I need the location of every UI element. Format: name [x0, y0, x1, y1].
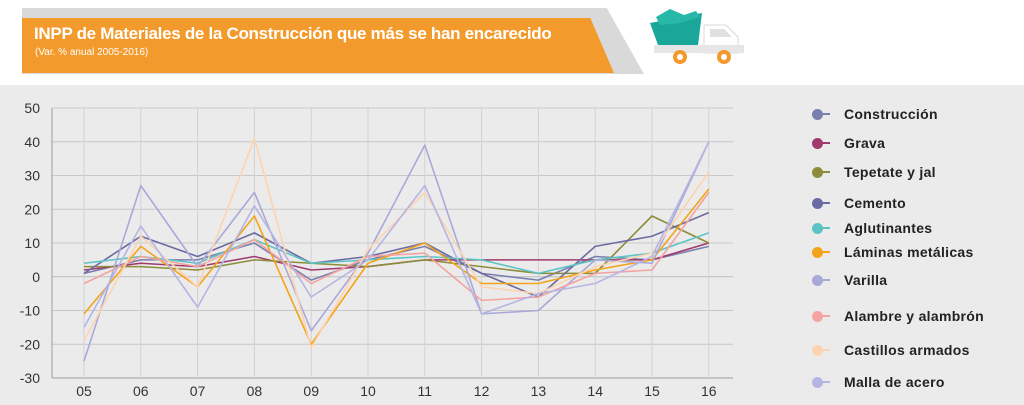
legend-label: Malla de acero [844, 374, 945, 390]
title-banner [22, 18, 614, 73]
x-tick-label: 06 [133, 383, 149, 399]
x-tick-label: 12 [474, 383, 490, 399]
legend-marker [812, 274, 823, 286]
x-tick-label: 10 [360, 383, 376, 399]
legend-marker-line [822, 227, 830, 229]
legend-item: Grava [812, 135, 885, 151]
legend-label: Alambre y alambrón [844, 308, 984, 324]
legend-marker [812, 197, 823, 209]
legend-marker [812, 376, 823, 388]
x-tick-label: 05 [76, 383, 92, 399]
legend-item: Malla de acero [812, 374, 945, 390]
y-tick-label: -10 [20, 303, 40, 319]
chart-title: INPP de Materiales de la Construcción qu… [34, 24, 552, 43]
series-line-5 [83, 188, 710, 346]
legend-item: Castillos armados [812, 342, 970, 358]
legend-marker [812, 137, 823, 149]
x-tick-label: 13 [531, 383, 547, 399]
legend-marker-line [822, 113, 830, 115]
y-tick-label: -20 [20, 336, 40, 352]
series-line-8 [83, 137, 710, 349]
series-line-4 [83, 232, 710, 275]
legend-label: Construcción [844, 106, 938, 122]
legend-item: Láminas metálicas [812, 244, 974, 260]
legend-marker-line [822, 349, 830, 351]
legend-marker [812, 246, 823, 258]
legend-item: Cemento [812, 195, 906, 211]
series-line-7 [83, 191, 710, 302]
legend-marker-line [822, 171, 830, 173]
legend-label: Cemento [844, 195, 906, 211]
legend-marker-line [822, 251, 830, 253]
legend-label: Grava [844, 135, 886, 151]
legend-item: Varilla [812, 272, 887, 288]
legend-item: Alambre y alambrón [812, 308, 984, 324]
y-tick-label: 0 [32, 269, 40, 285]
axis-labels: 50 40 30 20 10 0 -10 -20 -30 05 06 07 08 09 10 11 12 13 14… [20, 100, 717, 399]
y-tick-label: 10 [24, 235, 40, 251]
x-tick-label: 14 [587, 383, 603, 399]
y-tick-label: 40 [24, 134, 40, 150]
legend-marker-line [822, 202, 830, 204]
x-tick-label: 07 [190, 383, 206, 399]
y-tick-label: -30 [20, 370, 40, 386]
y-tick-label: 20 [24, 201, 40, 217]
legend-marker [812, 310, 823, 322]
legend-marker [812, 166, 823, 178]
legend-item: Tepetate y jal [812, 164, 936, 180]
legend-item: Aglutinantes [812, 220, 932, 236]
legend-marker [812, 108, 823, 120]
legend-marker [812, 344, 823, 356]
legend-label: Varilla [844, 272, 888, 288]
legend-marker-line [822, 315, 830, 317]
x-tick-label: 09 [303, 383, 319, 399]
y-tick-label: 50 [24, 100, 40, 116]
legend-item: Construcción [812, 106, 938, 122]
series-line-6 [83, 141, 710, 362]
y-tick-label: 30 [24, 168, 40, 184]
legend-label: Tepetate y jal [844, 164, 936, 180]
x-tick-label: 15 [644, 383, 660, 399]
series-line-9 [83, 141, 710, 328]
legend-marker [812, 222, 823, 234]
x-tick-label: 08 [247, 383, 263, 399]
grid-lines [51, 107, 733, 379]
legend-marker-line [822, 279, 830, 281]
x-tick-label: 11 [418, 383, 433, 399]
legend-label: Aglutinantes [844, 220, 933, 236]
line-chart: 50 40 30 20 10 0 -10 -20 -30 05 06 07 08 09 10 11 12 13 14… [20, 100, 733, 399]
chart-subtitle: (Var. % anual 2005-2016) [35, 47, 149, 58]
legend-marker-line [822, 381, 830, 383]
dump-truck-icon [650, 9, 744, 64]
x-tick-label: 16 [701, 383, 717, 399]
series-lines [83, 137, 710, 362]
legend-marker-line [822, 142, 830, 144]
legend-label: Láminas metálicas [844, 244, 974, 260]
legend: Construcción Grava Tepetate y jal Cemento Ag… [812, 106, 1017, 396]
legend-label: Castillos armados [844, 342, 970, 358]
